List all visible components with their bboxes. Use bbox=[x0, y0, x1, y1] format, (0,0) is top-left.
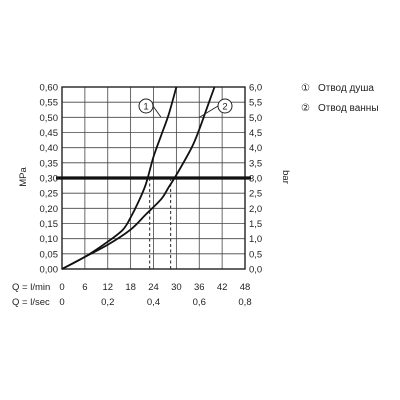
right-tick-label: 4,0 bbox=[249, 143, 262, 154]
series-label-text-2: 2 bbox=[222, 102, 227, 113]
left-tick-label: 0,35 bbox=[40, 158, 59, 169]
right-tick-label: 2,5 bbox=[249, 189, 262, 200]
x-axis-lsec-label: Q = l/sec bbox=[12, 297, 50, 308]
x-lmin-tick-label: 24 bbox=[148, 282, 159, 293]
x-lsec-tick-label: 0,2 bbox=[101, 297, 114, 308]
left-axis-label: MPa bbox=[18, 167, 29, 187]
x-lsec-tick-label: 0,4 bbox=[147, 297, 160, 308]
x-lmin-tick-label: 30 bbox=[171, 282, 182, 293]
x-lsec-tick-label: 0,8 bbox=[238, 297, 251, 308]
right-tick-label: 0,5 bbox=[249, 249, 262, 260]
left-tick-label: 0,10 bbox=[40, 234, 59, 245]
legend-symbol-1: ① bbox=[301, 83, 310, 94]
left-tick-label: 0,60 bbox=[40, 83, 59, 94]
right-tick-label: 1,5 bbox=[249, 219, 262, 230]
right-tick-label: 5,5 bbox=[249, 98, 262, 109]
left-tick-label: 0,00 bbox=[40, 265, 59, 276]
x-lmin-tick-label: 6 bbox=[82, 282, 87, 293]
left-tick-label: 0,25 bbox=[40, 189, 59, 200]
right-tick-label: 3,5 bbox=[249, 158, 262, 169]
left-tick-label: 0,20 bbox=[40, 204, 59, 215]
x-lmin-tick-label: 18 bbox=[125, 282, 136, 293]
right-tick-label: 2,0 bbox=[249, 204, 262, 215]
x-axis-lmin-label: Q = l/min bbox=[12, 282, 50, 293]
x-lmin-tick-label: 0 bbox=[59, 282, 64, 293]
series-line-2 bbox=[61, 86, 216, 270]
left-tick-label: 0,05 bbox=[40, 249, 59, 260]
right-tick-label: 5,0 bbox=[249, 113, 262, 124]
x-lmin-tick-label: 48 bbox=[240, 282, 251, 293]
series-line-1 bbox=[61, 86, 178, 270]
x-axis-lmin-ticks: 0 6 12 18 24 30 36 42 48 bbox=[59, 282, 250, 293]
left-tick-label: 0,15 bbox=[40, 219, 59, 230]
legend-symbol-2: ② bbox=[301, 103, 310, 114]
right-tick-label: 1,0 bbox=[249, 234, 262, 245]
legend: ① Отвод душа ② Отвод ванны bbox=[301, 83, 379, 114]
left-tick-label: 0,40 bbox=[40, 143, 59, 154]
right-axis-label: bar bbox=[280, 170, 291, 184]
series-label-text-1: 1 bbox=[143, 102, 148, 113]
x-lmin-tick-label: 36 bbox=[194, 282, 205, 293]
x-lsec-tick-label: 0 bbox=[59, 297, 64, 308]
right-tick-label: 3,0 bbox=[249, 174, 262, 185]
left-tick-label: 0,45 bbox=[40, 128, 59, 139]
series-label-leader-2 bbox=[199, 105, 219, 118]
x-axis-lsec-ticks: 0 0,2 0,4 0,6 0,8 bbox=[59, 297, 251, 308]
right-tick-label: 4,5 bbox=[249, 128, 262, 139]
legend-label-1: Отвод душа bbox=[318, 83, 374, 94]
left-tick-label: 0,30 bbox=[40, 174, 59, 185]
series-group bbox=[61, 86, 216, 270]
right-tick-label: 6,0 bbox=[249, 83, 262, 94]
x-lmin-tick-label: 42 bbox=[217, 282, 228, 293]
legend-label-2: Отвод ванны bbox=[318, 103, 379, 114]
left-tick-label: 0,50 bbox=[40, 113, 59, 124]
left-tick-label: 0,55 bbox=[40, 98, 59, 109]
left-axis-ticks: 0,00 0,05 0,10 0,15 0,20 0,25 0,30 0,35 0,40 0,45… bbox=[40, 83, 59, 276]
series-label-leader-1 bbox=[152, 105, 162, 118]
right-tick-label: 0,0 bbox=[249, 265, 262, 276]
right-axis-ticks: 0,0 0,5 1,0 1,5 2,0 2,5 3,0 3,5 4,0 4,5 5,0 5,5 6,0 bbox=[249, 83, 262, 276]
dashed-markers bbox=[149, 178, 172, 269]
series-label-circle-1 bbox=[138, 98, 154, 114]
x-lmin-tick-label: 12 bbox=[102, 282, 113, 293]
series-label-circle-2 bbox=[217, 98, 233, 114]
x-lsec-tick-label: 0,6 bbox=[193, 297, 206, 308]
